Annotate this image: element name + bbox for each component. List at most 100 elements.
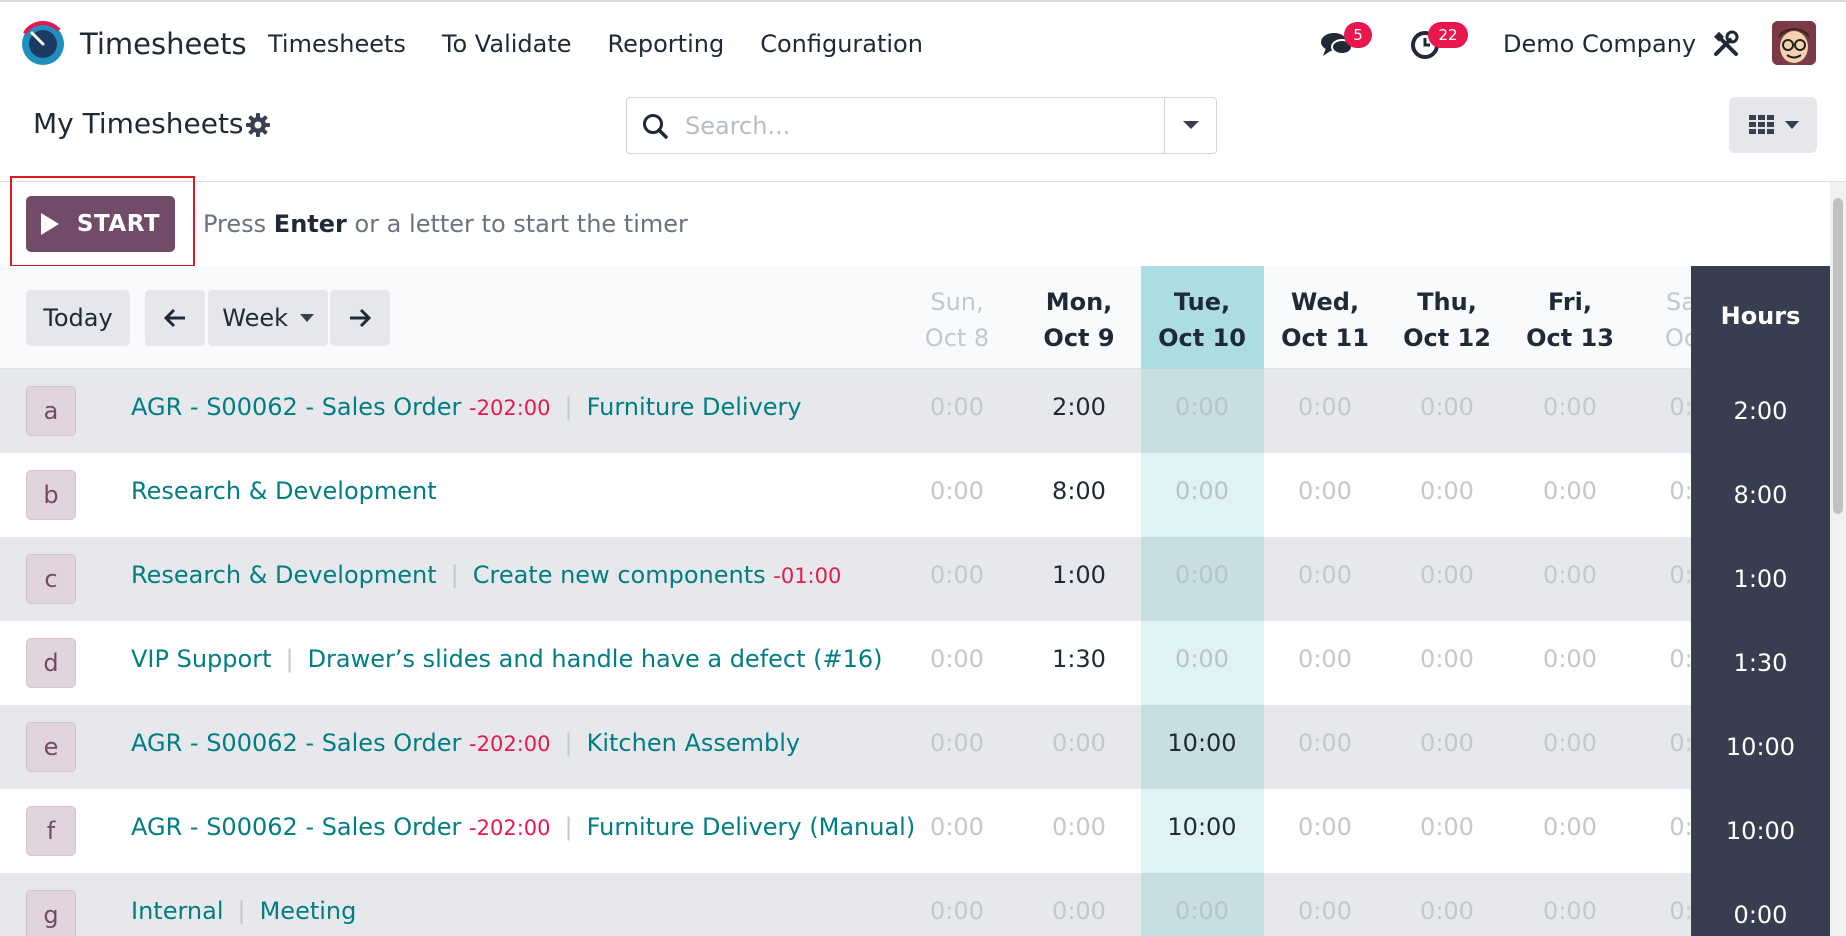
hours-cell[interactable]: 0:00	[1543, 477, 1597, 505]
task-link[interactable]: Meeting	[259, 897, 357, 925]
hours-cell[interactable]: 10:00	[1167, 813, 1237, 841]
hours-cell[interactable]: 8:00	[1052, 477, 1106, 505]
row-shortcut-key[interactable]: a	[26, 386, 76, 436]
hours-cell[interactable]: 0:00	[930, 477, 984, 505]
row-shortcut-key[interactable]: b	[26, 470, 76, 520]
today-button[interactable]: Today	[26, 290, 130, 346]
task-link[interactable]: Furniture Delivery	[586, 393, 802, 421]
project-link[interactable]: Research & Development	[131, 477, 437, 505]
hours-cell[interactable]: 0:00	[930, 897, 984, 925]
view-switcher-button[interactable]	[1729, 97, 1817, 153]
search-options-toggle[interactable]	[1164, 98, 1216, 153]
search-input[interactable]	[685, 108, 1185, 144]
menu-item-timesheets[interactable]: Timesheets	[268, 30, 406, 58]
menu-item-reporting[interactable]: Reporting	[607, 30, 725, 58]
task-link[interactable]: Drawer’s slides and handle have a defect…	[307, 645, 883, 673]
project-link[interactable]: AGR - S00062 - Sales Order	[131, 729, 462, 757]
hours-cell[interactable]: 1:30	[1052, 645, 1106, 673]
hours-cell[interactable]: 0:	[1669, 729, 1693, 757]
hours-cell[interactable]: 0:00	[1420, 561, 1474, 589]
scrollbar-thumb[interactable]	[1833, 198, 1843, 514]
company-switcher[interactable]: Demo Company	[1503, 30, 1697, 58]
next-week-button[interactable]	[330, 290, 390, 346]
menu-item-to-validate[interactable]: To Validate	[441, 30, 572, 58]
hours-cell[interactable]: 0:00	[1420, 813, 1474, 841]
hours-cell[interactable]: 0:00	[930, 729, 984, 757]
row-shortcut-key[interactable]: d	[26, 638, 76, 688]
hours-cell[interactable]: 0:00	[1420, 729, 1474, 757]
row-shortcut-key[interactable]: g	[26, 890, 76, 936]
day-header: Tue, Oct 10	[1141, 284, 1263, 356]
hours-cell[interactable]: 0:	[1669, 561, 1693, 589]
project-link[interactable]: AGR - S00062 - Sales Order	[131, 393, 462, 421]
menu-item-configuration[interactable]: Configuration	[760, 30, 923, 58]
start-timer-button[interactable]: START	[26, 196, 175, 252]
hours-cell[interactable]: 0:00	[1298, 813, 1352, 841]
search-icon	[643, 114, 668, 139]
hours-cell[interactable]: 0:00	[1420, 645, 1474, 673]
project-link[interactable]: AGR - S00062 - Sales Order	[131, 813, 462, 841]
hours-cell[interactable]: 0:00	[1298, 393, 1352, 421]
hours-cell[interactable]: 0:00	[1543, 645, 1597, 673]
timesheet-row: a AGR - S00062 - Sales Order -202:00 | Furn…	[0, 369, 1830, 453]
hours-cell[interactable]: 0:00	[1420, 477, 1474, 505]
hours-cell[interactable]: 0:00	[1543, 897, 1597, 925]
hours-cell[interactable]: 0:00	[930, 813, 984, 841]
task-link[interactable]: Kitchen Assembly	[586, 729, 801, 757]
row-shortcut-key[interactable]: f	[26, 806, 76, 856]
hours-cell[interactable]: 0:00	[1298, 897, 1352, 925]
hours-cell[interactable]: 0:00	[1543, 561, 1597, 589]
hours-cell[interactable]: 0:00	[1052, 897, 1106, 925]
timesheets-app-icon[interactable]	[20, 21, 66, 67]
gear-icon[interactable]	[246, 113, 270, 137]
project-link[interactable]: Research & Development	[131, 561, 437, 589]
day-header: Wed, Oct 11	[1264, 284, 1386, 356]
hours-cell[interactable]: 0:00	[1543, 393, 1597, 421]
top-navbar: Timesheets Timesheets To Validate Report…	[0, 0, 1846, 84]
hours-cell[interactable]: 0:00	[930, 645, 984, 673]
hours-cell[interactable]: 0:	[1669, 477, 1693, 505]
hours-cell[interactable]: 0:00	[1543, 813, 1597, 841]
hours-cell[interactable]: 0:00	[1175, 645, 1229, 673]
hours-cell[interactable]: 0:00	[1175, 561, 1229, 589]
hours-cell[interactable]: 0:00	[1298, 729, 1352, 757]
hours-cell[interactable]: 0:00	[1420, 393, 1474, 421]
task-link[interactable]: Create new components	[472, 561, 766, 589]
hours-cell[interactable]: 0:	[1669, 813, 1693, 841]
today-cell-bg	[1141, 369, 1264, 453]
day-name: Mon,	[1045, 288, 1113, 316]
previous-week-button[interactable]	[145, 290, 205, 346]
hours-cell[interactable]: 0:00	[1052, 729, 1106, 757]
hours-cell[interactable]: 0:00	[930, 393, 984, 421]
project-link[interactable]: Internal	[131, 897, 224, 925]
hours-cell[interactable]: 0:00	[1543, 729, 1597, 757]
user-avatar[interactable]	[1772, 21, 1816, 65]
timesheet-row: b Research & Development 0:00 8:00 0:00 0:00 0…	[0, 453, 1830, 537]
project-link[interactable]: VIP Support	[131, 645, 272, 673]
hours-cell[interactable]: 2:00	[1052, 393, 1106, 421]
hours-cell[interactable]: 0:00	[1420, 897, 1474, 925]
hours-cell[interactable]: 0:00	[1298, 645, 1352, 673]
hours-cell[interactable]: 0:00	[1298, 477, 1352, 505]
label-separator: |	[564, 729, 573, 757]
hours-cell[interactable]: 0:00	[1175, 897, 1229, 925]
day-header: Sun, Oct 8	[896, 284, 1018, 356]
hours-cell[interactable]: 0:	[1669, 393, 1693, 421]
hours-cell[interactable]: 0:	[1669, 897, 1693, 925]
task-link[interactable]: Furniture Delivery (Manual)	[586, 813, 916, 841]
hours-cell[interactable]: 0:00	[1052, 813, 1106, 841]
range-dropdown-button[interactable]: Week	[208, 290, 328, 346]
debug-tools-icon[interactable]	[1712, 30, 1740, 58]
hours-cell[interactable]: 0:00	[1175, 393, 1229, 421]
hours-cell[interactable]: 0:00	[1298, 561, 1352, 589]
hours-cell[interactable]: 1:00	[1052, 561, 1106, 589]
hours-cell[interactable]: 0:00	[930, 561, 984, 589]
hours-cell[interactable]: 0:	[1669, 645, 1693, 673]
hours-cell[interactable]: 10:00	[1167, 729, 1237, 757]
hours-cell[interactable]: 0:00	[1175, 477, 1229, 505]
hint-pre: Press	[203, 210, 274, 238]
row-shortcut-key[interactable]: c	[26, 554, 76, 604]
row-shortcut-key[interactable]: e	[26, 722, 76, 772]
app-name[interactable]: Timesheets	[80, 27, 247, 61]
vertical-scrollbar[interactable]	[1830, 182, 1846, 936]
